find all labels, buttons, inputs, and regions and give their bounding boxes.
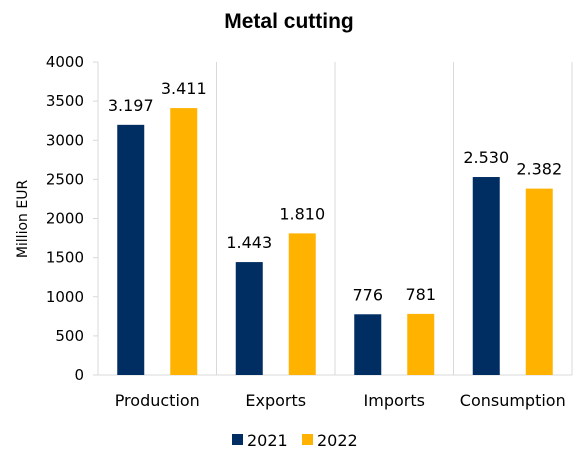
legend-label: 2022 (317, 431, 358, 450)
y-tick-label: 2000 (46, 210, 84, 228)
data-label: 781 (405, 285, 436, 304)
data-label: 1.443 (226, 233, 272, 252)
y-axis-ticks: 0 500 1000 1500 2000 2500 3000 3500 4000 (46, 53, 98, 384)
y-tick-label: 500 (55, 327, 84, 345)
bar-2022-imports (407, 313, 435, 375)
bar-2021-imports (354, 314, 382, 375)
y-tick-label: 0 (74, 366, 84, 384)
chart-title: Metal cutting (224, 10, 354, 33)
legend-label: 2021 (247, 431, 288, 450)
data-label: 3.411 (161, 79, 207, 98)
grid-lines (97, 62, 573, 376)
x-category-label: Consumption (460, 391, 566, 410)
legend: 2021 2022 (232, 431, 358, 450)
x-category-label: Imports (364, 391, 425, 410)
data-label: 3.197 (108, 96, 154, 115)
bars: 3.197 3.411 1.443 1.810 776 781 2.530 2.382 (108, 79, 562, 376)
x-axis-categories: Production Exports Imports Consumption (115, 391, 566, 410)
bar-2022-consumption (525, 188, 553, 375)
data-label: 2.530 (463, 148, 509, 167)
bar-2021-exports (235, 262, 263, 375)
y-tick-label: 1500 (46, 249, 84, 267)
y-tick-label: 4000 (46, 53, 84, 71)
data-label: 2.382 (516, 160, 562, 179)
x-category-label: Exports (245, 391, 306, 410)
bar-2022-production (170, 108, 198, 376)
y-tick-label: 1000 (46, 288, 84, 306)
x-category-label: Production (115, 391, 200, 410)
y-tick-label: 2500 (46, 170, 84, 188)
y-tick-label: 3500 (46, 92, 84, 110)
data-label: 1.810 (279, 204, 325, 223)
legend-swatch (232, 434, 243, 445)
y-tick-label: 3000 (46, 131, 84, 149)
legend-swatch (302, 434, 313, 445)
bar-2021-consumption (472, 177, 500, 375)
bar-2021-production (117, 124, 145, 375)
data-label: 776 (352, 285, 383, 304)
bar-2022-exports (288, 233, 316, 375)
y-axis-label: Million EUR (15, 180, 31, 259)
